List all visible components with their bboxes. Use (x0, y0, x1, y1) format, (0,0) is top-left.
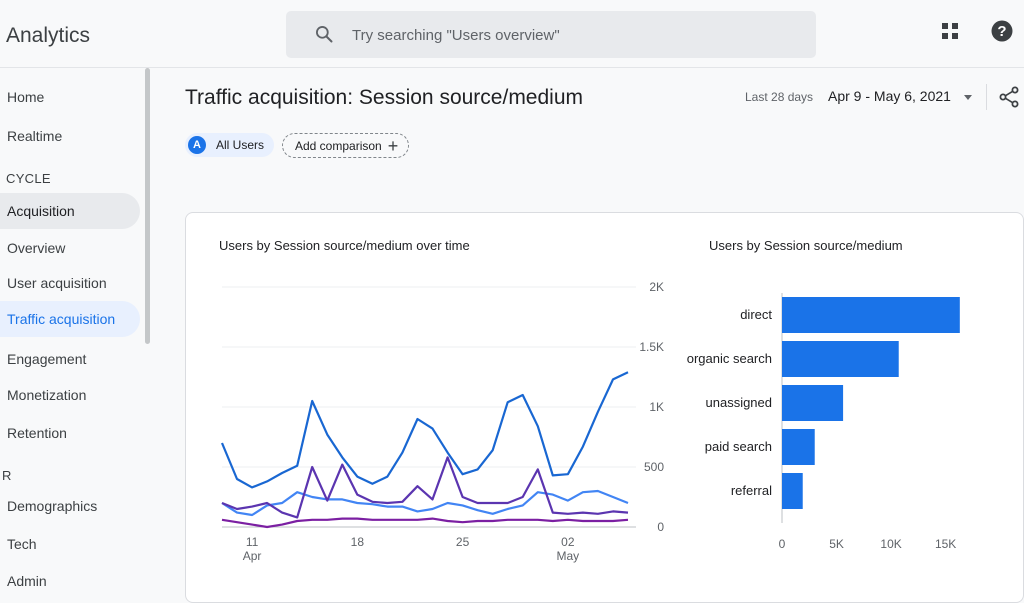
date-range-picker[interactable]: Apr 9 - May 6, 2021 (828, 88, 951, 104)
y-tick-label: 0 (657, 520, 664, 534)
date-range-caption: Last 28 days (745, 90, 814, 104)
sidebar-item-label: Admin (7, 573, 47, 589)
sidebar-item-label: Overview (7, 240, 66, 256)
app-title[interactable]: Analytics (6, 24, 91, 47)
bar (782, 429, 815, 465)
search-input[interactable] (352, 23, 792, 47)
sidebar-item-user-acquisition[interactable]: User acquisition (0, 265, 140, 301)
bar-category-label: unassigned (706, 395, 773, 410)
bar (782, 297, 960, 333)
y-tick-label: 500 (644, 460, 664, 474)
segment-badge: A (188, 136, 206, 154)
line-chart-title: Users by Session source/medium over time (219, 238, 470, 253)
x-tick-label: 5K (829, 537, 844, 551)
sidebar-item-label: Tech (7, 536, 37, 552)
bar-category-label: direct (740, 307, 772, 322)
sidebar-item-retention[interactable]: Retention (0, 415, 140, 451)
divider (986, 84, 987, 110)
x-tick-label: 18 (351, 535, 365, 549)
svg-text:?: ? (997, 23, 1006, 40)
sidebar-section-user: R (2, 468, 12, 483)
bar-category-label: referral (731, 483, 772, 498)
x-tick-label: 02 (561, 535, 575, 549)
x-tick-sublabel: May (557, 549, 580, 563)
sidebar-item-label: Demographics (7, 498, 98, 514)
x-tick-sublabel: Apr (243, 549, 262, 563)
x-tick-label: 0 (779, 537, 786, 551)
bar-chart-title: Users by Session source/medium (709, 238, 903, 253)
sidebar-item-label: Traffic acquisition (7, 311, 116, 327)
apps-grid-icon[interactable] (941, 22, 959, 40)
top-bar: Analytics ? (0, 0, 1024, 68)
sidebar: Home Realtime CYCLE Acquisition Overview… (0, 68, 153, 603)
sidebar-scrollbar[interactable] (145, 68, 150, 344)
sidebar-item-label: Retention (7, 425, 67, 441)
page-title: Traffic acquisition: Session source/medi… (185, 86, 584, 109)
sidebar-item-engagement[interactable]: Engagement (0, 341, 140, 377)
search-icon[interactable] (314, 24, 334, 44)
sidebar-item-traffic-acquisition[interactable]: Traffic acquisition (0, 301, 140, 337)
bar (782, 341, 899, 377)
share-icon[interactable] (998, 86, 1020, 108)
sidebar-item-label: Acquisition (7, 203, 75, 219)
chart-card: Users by Session source/medium over time… (185, 212, 1024, 603)
sidebar-item-realtime[interactable]: Realtime (0, 118, 140, 154)
sidebar-item-label: Monetization (7, 387, 87, 403)
bar-category-label: organic search (687, 351, 772, 366)
plus-icon: + (387, 135, 399, 156)
sidebar-item-admin[interactable]: Admin (0, 563, 140, 599)
x-tick-label: 25 (456, 535, 470, 549)
sidebar-item-label: Realtime (7, 128, 63, 144)
sidebar-item-acquisition[interactable]: Acquisition (0, 193, 140, 229)
series-line (220, 371, 629, 489)
series-line (221, 489, 629, 517)
series-line (221, 456, 629, 519)
x-tick-label: 11 (246, 535, 259, 549)
y-tick-label: 1.5K (639, 340, 664, 354)
help-icon[interactable]: ? (991, 20, 1013, 42)
all-users-chip[interactable]: A All Users (185, 133, 275, 157)
sidebar-item-overview[interactable]: Overview (0, 230, 140, 266)
chevron-down-icon[interactable] (964, 95, 972, 100)
x-tick-label: 10K (880, 537, 901, 551)
bar-category-label: paid search (705, 439, 772, 454)
y-tick-label: 2K (649, 280, 664, 294)
all-users-label: All Users (216, 138, 265, 152)
sidebar-item-label: User acquisition (7, 275, 107, 291)
sidebar-item-tech[interactable]: Tech (0, 526, 140, 562)
sidebar-item-monetization[interactable]: Monetization (0, 377, 140, 413)
sidebar-item-label: Engagement (7, 351, 87, 367)
sidebar-item-demographics[interactable]: Demographics (0, 488, 140, 524)
bar (782, 385, 844, 421)
sidebar-section-lifecycle: CYCLE (6, 171, 51, 186)
sidebar-item-home[interactable]: Home (0, 79, 140, 115)
y-tick-label: 1K (649, 400, 664, 414)
search-bar[interactable] (286, 11, 816, 58)
add-comparison-button[interactable]: Add comparison + (282, 133, 410, 158)
bar-chart[interactable]: direct organic search unassigned paid searc… (666, 213, 996, 583)
sidebar-item-label: Home (7, 89, 45, 105)
x-tick-label: 15K (935, 537, 956, 551)
add-comparison-label: Add comparison (295, 138, 382, 153)
series-line (221, 517, 629, 529)
bar (782, 473, 803, 509)
